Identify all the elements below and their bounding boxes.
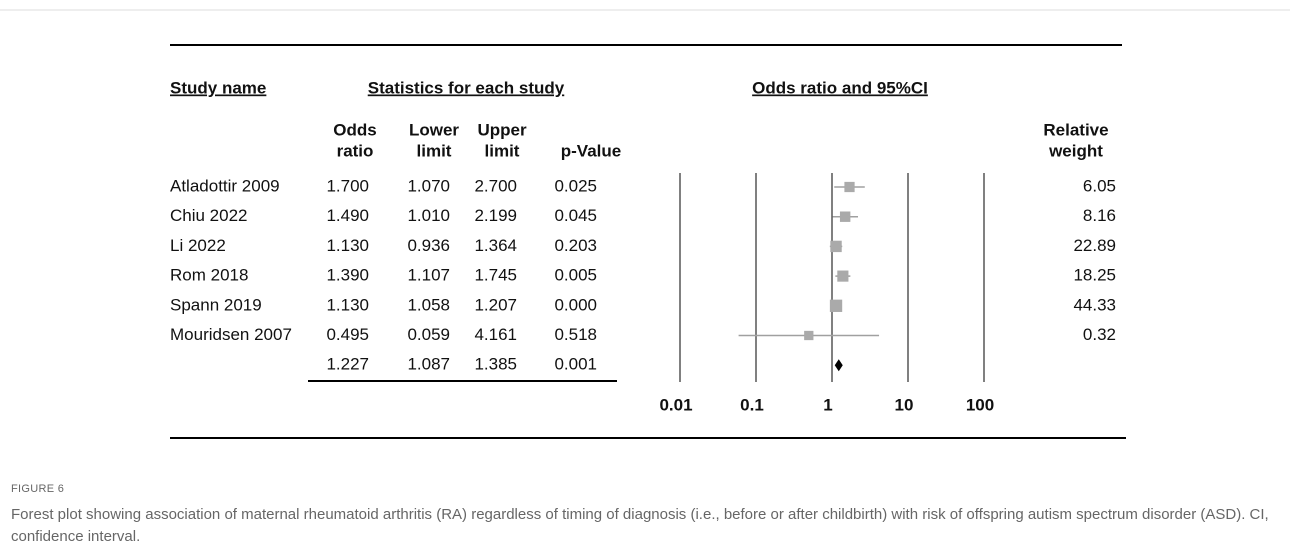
cell-p-value: 0.045 — [554, 206, 597, 225]
forest-plot: Study name Statistics for each study Odd… — [0, 9, 1290, 439]
cell-lower: 1.087 — [407, 355, 450, 374]
header: Lower — [409, 120, 459, 139]
cell-upper: 2.700 — [474, 176, 517, 195]
cell-odds-ratio: 0.495 — [326, 325, 369, 344]
cell-upper: 1.745 — [474, 266, 517, 285]
study-name: Chiu 2022 — [170, 206, 248, 225]
study-marker — [829, 299, 843, 312]
x-tick-label: 0.1 — [740, 395, 764, 414]
cell-p-value: 0.518 — [554, 325, 597, 344]
header: Odds ratio and 95%CI — [752, 78, 928, 97]
cell-p-value: 0.000 — [554, 295, 597, 314]
figure-caption: Forest plot showing association of mater… — [11, 506, 1269, 545]
cell-lower: 1.010 — [407, 206, 450, 225]
study-marker — [844, 181, 855, 193]
x-tick-label: 0.01 — [659, 395, 692, 414]
cell-odds-ratio: 1.227 — [326, 355, 369, 374]
study-name: Li 2022 — [170, 236, 226, 255]
header: limit — [417, 141, 452, 160]
cell-lower: 0.059 — [407, 325, 450, 344]
header: weight — [1048, 141, 1103, 160]
cell-lower: 1.058 — [407, 295, 450, 314]
summary-diamond — [834, 359, 843, 372]
weight: 0.32 — [1083, 325, 1116, 344]
cell-upper: 1.385 — [474, 355, 517, 374]
header: Upper — [477, 120, 527, 139]
cell-odds-ratio: 1.130 — [326, 295, 369, 314]
x-tick-label: 1 — [823, 395, 832, 414]
cell-odds-ratio: 1.130 — [326, 236, 369, 255]
study-marker — [804, 330, 814, 341]
cell-lower: 1.107 — [407, 266, 450, 285]
header: ratio — [337, 141, 374, 160]
figure-label: FIGURE 6 — [11, 483, 65, 495]
header: p-Value — [561, 141, 621, 160]
weight: 6.05 — [1083, 176, 1116, 195]
header: limit — [485, 141, 520, 160]
cell-p-value: 0.025 — [554, 176, 597, 195]
cell-p-value: 0.001 — [554, 355, 597, 374]
study-name: Rom 2018 — [170, 266, 248, 285]
x-tick-label: 100 — [966, 395, 994, 414]
cell-lower: 0.936 — [407, 236, 450, 255]
header: Study name — [170, 78, 266, 97]
cell-p-value: 0.203 — [554, 236, 597, 255]
cell-lower: 1.070 — [407, 176, 450, 195]
cell-p-value: 0.005 — [554, 266, 597, 285]
header: Odds — [333, 120, 376, 139]
weight: 44.33 — [1073, 295, 1116, 314]
weight: 18.25 — [1073, 266, 1116, 285]
study-name: Atladottir 2009 — [170, 176, 280, 195]
weight: 22.89 — [1073, 236, 1116, 255]
study-name: Spann 2019 — [170, 295, 262, 314]
weight: 8.16 — [1083, 206, 1116, 225]
cell-odds-ratio: 1.490 — [326, 206, 369, 225]
x-tick-label: 10 — [895, 395, 914, 414]
header: Statistics for each study — [368, 78, 565, 97]
cell-upper: 1.207 — [474, 295, 517, 314]
cell-upper: 4.161 — [474, 325, 517, 344]
cell-odds-ratio: 1.700 — [326, 176, 369, 195]
study-marker — [837, 270, 849, 282]
cell-upper: 1.364 — [474, 236, 517, 255]
cell-upper: 2.199 — [474, 206, 517, 225]
cell-odds-ratio: 1.390 — [326, 266, 369, 285]
study-name: Mouridsen 2007 — [170, 325, 292, 344]
study-marker — [839, 211, 851, 222]
header: Relative — [1043, 120, 1108, 139]
study-marker — [830, 240, 842, 253]
